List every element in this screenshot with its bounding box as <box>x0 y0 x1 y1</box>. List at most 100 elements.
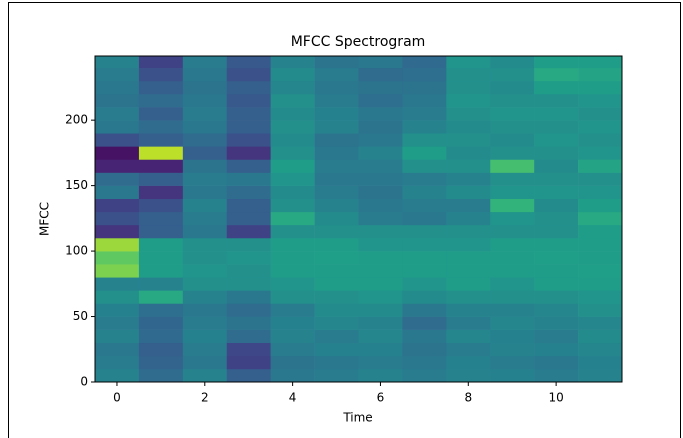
heatmap-cell <box>270 303 315 317</box>
heatmap-cell <box>534 159 579 173</box>
heatmap-cell <box>402 316 447 330</box>
heatmap-cell <box>182 211 228 226</box>
heatmap-cell <box>314 56 359 69</box>
heatmap-cell <box>314 303 359 317</box>
heatmap <box>95 56 623 383</box>
heatmap-cell <box>490 133 535 147</box>
heatmap-cell <box>95 172 140 186</box>
heatmap-cell <box>358 56 403 69</box>
heatmap-cell <box>402 303 447 317</box>
heatmap-cell <box>534 211 579 226</box>
heatmap-cell <box>402 80 447 95</box>
heatmap-cell <box>314 251 359 265</box>
heatmap-cell <box>446 277 491 291</box>
heatmap-cell <box>95 224 140 239</box>
heatmap-cell <box>578 93 623 108</box>
heatmap-cell <box>314 277 359 291</box>
heatmap-cell <box>95 159 140 173</box>
x-tick-label: 6 <box>377 391 385 405</box>
heatmap-cell <box>95 237 140 252</box>
heatmap-cell <box>314 159 359 173</box>
heatmap-cell <box>446 316 491 330</box>
heatmap-cell <box>490 93 535 108</box>
heatmap-cell <box>490 107 535 121</box>
heatmap-cell <box>182 264 228 278</box>
heatmap-cell <box>95 251 140 265</box>
heatmap-cell <box>182 146 228 160</box>
y-tick-label: 100 <box>65 244 88 258</box>
heatmap-cell <box>578 368 623 383</box>
heatmap-cell <box>446 159 491 173</box>
y-tick-label: 200 <box>65 113 88 127</box>
heatmap-cell <box>314 342 359 357</box>
heatmap-cell <box>578 133 623 147</box>
heatmap-cell <box>534 120 579 134</box>
heatmap-cell <box>270 329 315 344</box>
heatmap-cell <box>358 159 403 173</box>
heatmap-cell <box>446 198 491 213</box>
heatmap-cell <box>138 237 184 252</box>
heatmap-cell <box>182 237 228 252</box>
heatmap-cell <box>314 368 359 383</box>
heatmap-cell <box>446 133 491 147</box>
heatmap-cell <box>95 277 140 291</box>
heatmap-cell <box>182 277 228 291</box>
heatmap-cell <box>270 120 315 134</box>
heatmap-cell <box>578 198 623 213</box>
heatmap-cell <box>226 67 271 82</box>
heatmap-cell <box>270 264 315 278</box>
heatmap-cell <box>534 316 579 330</box>
heatmap-cell <box>534 198 579 213</box>
heatmap-cell <box>95 120 140 134</box>
heatmap-cell <box>578 251 623 265</box>
heatmap-cell <box>578 290 623 304</box>
heatmap-cell <box>138 290 184 304</box>
heatmap-cell <box>402 290 447 304</box>
heatmap-cell <box>402 277 447 291</box>
heatmap-cell <box>402 368 447 383</box>
heatmap-cell <box>490 185 535 200</box>
heatmap-cell <box>490 146 535 160</box>
heatmap-cell <box>402 107 447 121</box>
heatmap-cell <box>578 185 623 200</box>
heatmap-cell <box>226 329 271 344</box>
heatmap-cell <box>226 251 271 265</box>
heatmap-cell <box>490 67 535 82</box>
y-axis-label: MFCC <box>38 202 52 236</box>
heatmap-cell <box>226 107 271 121</box>
heatmap-cell <box>226 133 271 147</box>
heatmap-cell <box>534 329 579 344</box>
heatmap-cell <box>490 316 535 330</box>
heatmap-cell <box>490 277 535 291</box>
heatmap-cell <box>402 185 447 200</box>
heatmap-cell <box>358 80 403 95</box>
heatmap-cell <box>446 56 491 69</box>
heatmap-cell <box>534 56 579 69</box>
heatmap-cell <box>578 277 623 291</box>
heatmap-cell <box>138 355 184 370</box>
heatmap-cell <box>314 133 359 147</box>
heatmap-cell <box>578 355 623 370</box>
heatmap-cell <box>358 237 403 252</box>
heatmap-cell <box>446 107 491 121</box>
frame <box>8 2 681 438</box>
heatmap-cell <box>182 56 228 69</box>
heatmap-cell <box>182 133 228 147</box>
heatmap-cell <box>182 159 228 173</box>
heatmap-cell <box>446 355 491 370</box>
heatmap-cell <box>138 368 184 383</box>
heatmap-cell <box>182 198 228 213</box>
x-tick-label: 10 <box>548 391 563 405</box>
heatmap-cell <box>490 211 535 226</box>
heatmap-cell <box>138 107 184 121</box>
heatmap-cell <box>358 355 403 370</box>
heatmap-cell <box>446 290 491 304</box>
heatmap-cell <box>270 56 315 69</box>
heatmap-cell <box>182 80 228 95</box>
heatmap-cell <box>314 211 359 226</box>
heatmap-cell <box>402 251 447 265</box>
heatmap-cell <box>270 277 315 291</box>
heatmap-cell <box>446 237 491 252</box>
y-tick-label: 150 <box>65 178 88 192</box>
